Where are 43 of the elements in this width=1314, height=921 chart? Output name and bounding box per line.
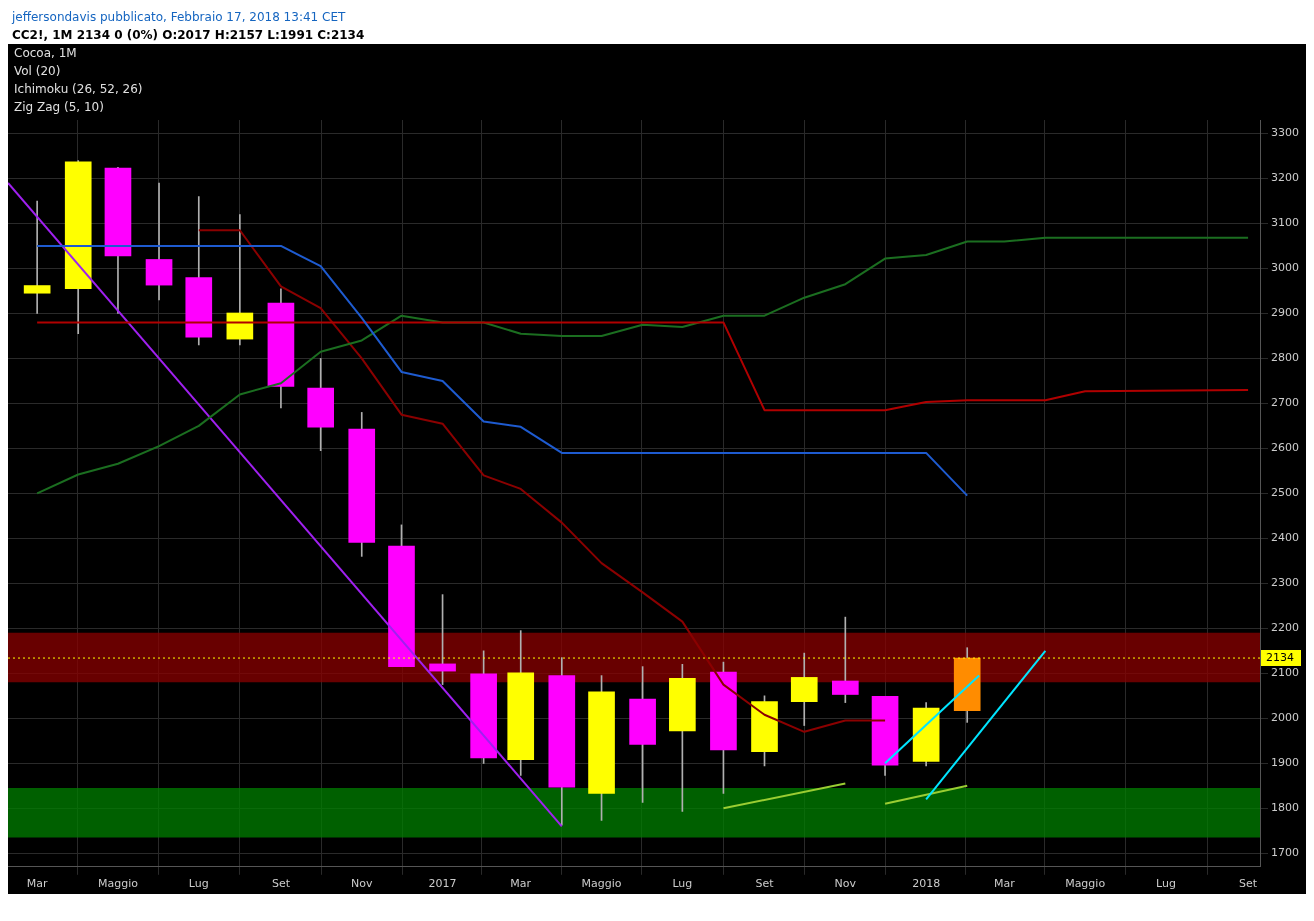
x-tick-label: Maggio xyxy=(97,877,139,891)
x-tick-label: Set xyxy=(271,877,291,891)
x-tick-label: Maggio xyxy=(581,877,622,891)
y-tick-label: 3100 xyxy=(1271,216,1300,230)
y-tick-label: 1900 xyxy=(1271,756,1300,770)
candlestick xyxy=(145,182,173,301)
x-tick-label: Nov xyxy=(351,877,373,891)
y-tick-label: 2500 xyxy=(1271,486,1300,500)
x-tick-label: Lug xyxy=(188,877,209,891)
x-tick-label: Lug xyxy=(672,877,693,891)
x-tick-label: Nov xyxy=(834,877,857,891)
text: Vol (20) xyxy=(14,64,61,79)
x-tick-label: Mar xyxy=(510,877,532,891)
y-tick-label: 3000 xyxy=(1271,261,1300,275)
y-tick-label: 1700 xyxy=(1271,846,1300,860)
y-tick-label: 2900 xyxy=(1271,306,1300,320)
text: Ichimoku (26, 52, 26) xyxy=(14,82,143,97)
x-tick-label: Set xyxy=(1239,877,1258,891)
y-tick-label: 2100 xyxy=(1271,666,1300,680)
chart-title: Cocoa, 1M xyxy=(14,46,77,61)
y-tick-label: 2300 xyxy=(1271,576,1300,590)
x-tick-label: Mar xyxy=(26,877,48,891)
x-tick-label: Maggio xyxy=(1065,877,1106,891)
x-tick-label: 2018 xyxy=(912,877,941,891)
y-tick-label: 2600 xyxy=(1271,441,1300,455)
text: jeffersondavis pubblicato, Febbraio 17, 2018 13:41 CET xyxy=(10,9,347,26)
y-tick-label: 1800 xyxy=(1271,801,1300,815)
y-tick-label: 2700 xyxy=(1271,396,1300,410)
y-tick-label: 3300 xyxy=(1271,126,1300,140)
y-tick-label: 2800 xyxy=(1271,351,1300,365)
x-tick-label: Mar xyxy=(993,877,1016,891)
candlestick xyxy=(831,616,859,703)
y-tick-label: 3200 xyxy=(1271,171,1300,185)
text: Zig Zag (5, 10) xyxy=(14,100,104,115)
y-tick-label: 2000 xyxy=(1271,711,1300,725)
x-tick-label: Set xyxy=(755,877,775,891)
y-tick-label: 2200 xyxy=(1271,621,1300,635)
y-tick-label: 2400 xyxy=(1271,531,1300,545)
x-tick-label: 2017 xyxy=(428,877,457,891)
candlestick xyxy=(23,200,51,314)
ref-line-label: 2134 xyxy=(1266,650,1295,664)
chart-subtitle: CC2!, 1M 2134 0 (0%) O:2017 H:2157 L:1991 C:2134 xyxy=(11,27,366,44)
x-tick-label: Lug xyxy=(1155,877,1176,891)
